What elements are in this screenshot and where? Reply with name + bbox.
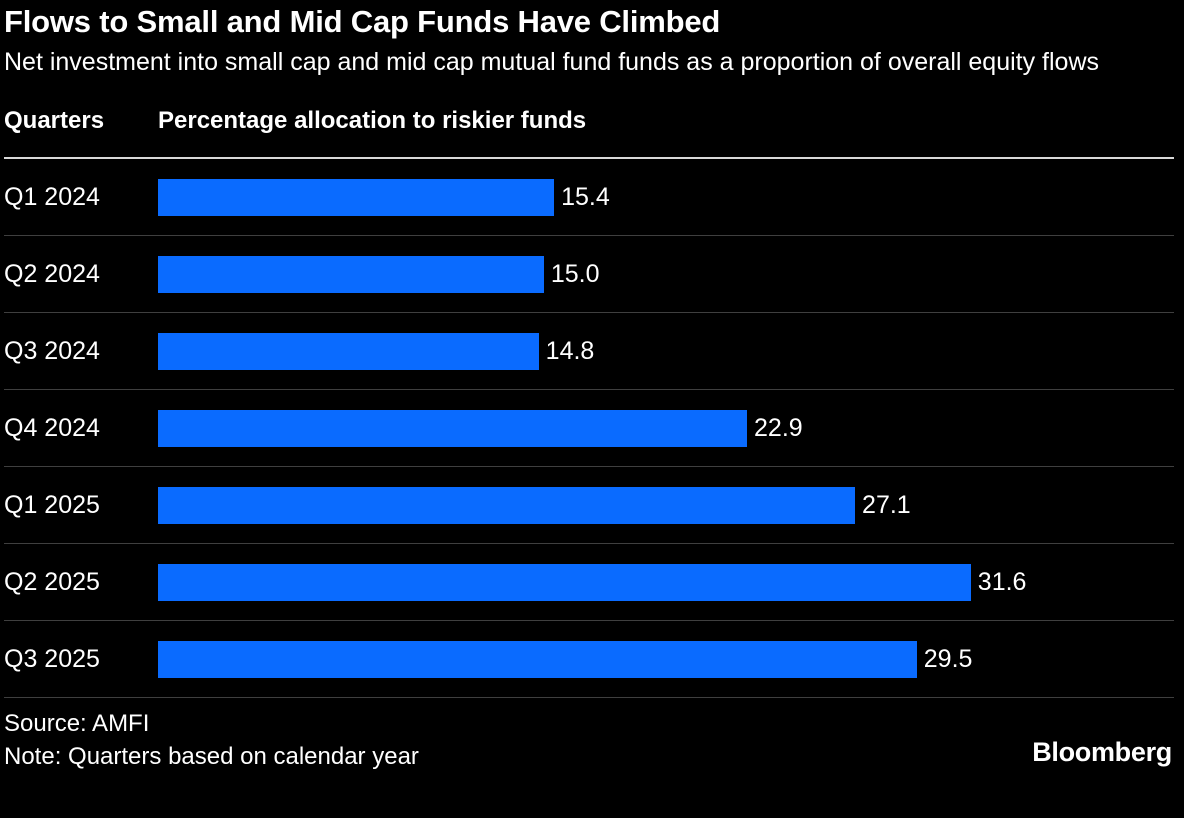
bar-rows: Q1 2024 15.4 Q2 2024 15.0 Q3 2024 14.8 Q… <box>4 159 1174 698</box>
chart-footer: Source: AMFI Note: Quarters based on cal… <box>4 706 1174 772</box>
column-header-row: Quarters Percentage allocation to riskie… <box>4 107 1174 157</box>
bar <box>158 640 917 678</box>
bar <box>158 409 748 447</box>
header-divider <box>4 157 1174 159</box>
column-header-quarters: Quarters <box>4 107 105 134</box>
bar-value: 14.8 <box>545 336 595 365</box>
bar-row: Q2 2025 31.6 <box>4 544 1174 621</box>
bar-track: 15.0 <box>158 236 1174 312</box>
row-label: Q3 2024 <box>4 336 100 365</box>
bar-track: 14.8 <box>158 313 1174 389</box>
bar-track: 15.4 <box>158 159 1174 235</box>
bar <box>158 332 539 370</box>
bar <box>158 255 544 293</box>
bloomberg-logo: Bloomberg <box>1032 737 1172 768</box>
bar-value: 15.0 <box>550 259 600 288</box>
source-note: Source: AMFI <box>4 710 150 737</box>
row-label: Q2 2025 <box>4 567 100 596</box>
calendar-note: Note: Quarters based on calendar year <box>4 743 419 771</box>
row-label: Q1 2024 <box>4 182 100 211</box>
bar-value: 31.6 <box>977 567 1027 596</box>
row-label: Q4 2024 <box>4 413 100 442</box>
bar-track: 27.1 <box>158 467 1174 543</box>
bar-row: Q1 2024 15.4 <box>4 159 1174 236</box>
row-label: Q1 2025 <box>4 490 100 519</box>
bar-row: Q1 2025 27.1 <box>4 467 1174 544</box>
bar-row: Q3 2024 14.8 <box>4 313 1174 390</box>
bar-row: Q2 2024 15.0 <box>4 236 1174 313</box>
bar-row: Q3 2025 29.5 <box>4 621 1174 698</box>
bar-value: 22.9 <box>754 413 803 442</box>
bar-track: 31.6 <box>158 544 1174 620</box>
bar-value: 15.4 <box>561 182 610 211</box>
bar-track: 22.9 <box>158 390 1174 466</box>
row-label: Q2 2024 <box>4 259 100 288</box>
bar-value: 29.5 <box>923 644 973 673</box>
bar <box>158 563 971 601</box>
bar <box>158 486 856 524</box>
bar <box>158 178 555 216</box>
chart-subtitle: Net investment into small cap and mid ca… <box>4 48 1100 76</box>
row-label: Q3 2025 <box>4 644 100 673</box>
chart-title: Flows to Small and Mid Cap Funds Have Cl… <box>4 4 721 39</box>
bar-track: 29.5 <box>158 621 1174 697</box>
bar-row: Q4 2024 22.9 <box>4 390 1174 467</box>
bar-value: 27.1 <box>862 490 911 519</box>
column-header-value: Percentage allocation to riskier funds <box>158 107 587 134</box>
